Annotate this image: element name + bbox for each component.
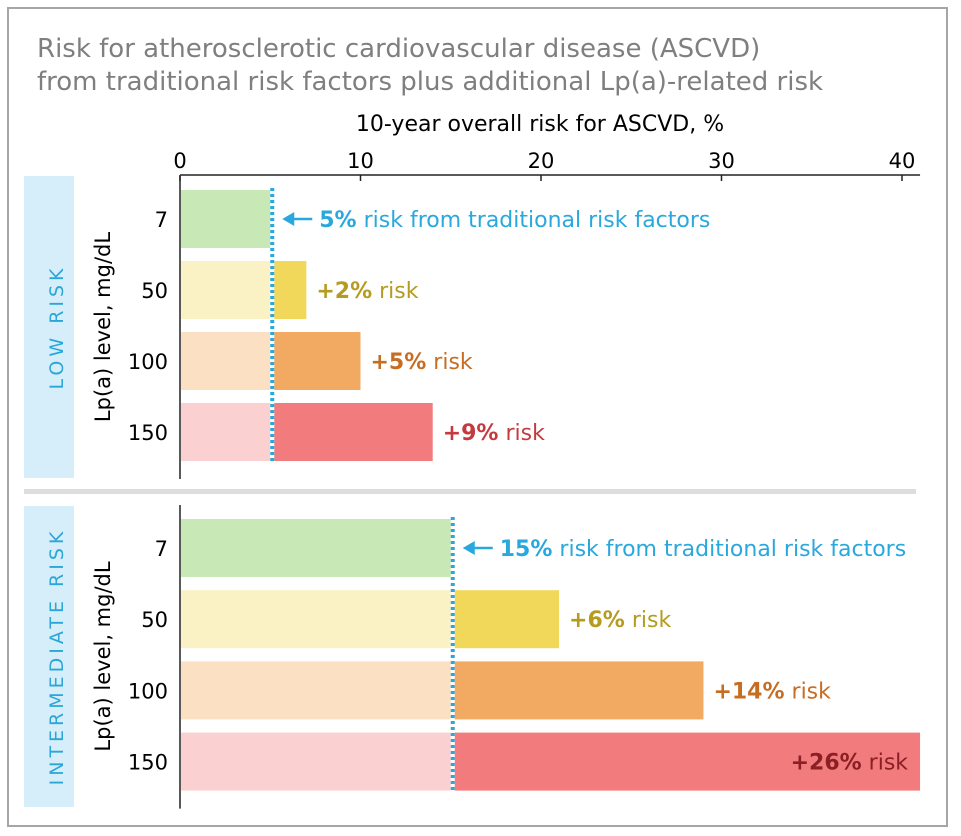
annotation-text: risk xyxy=(862,751,909,776)
bar-annotation: +9% risk xyxy=(443,421,545,446)
baseline-annotation-text: risk from traditional risk factors xyxy=(357,208,711,233)
bar-traditional-risk xyxy=(181,519,451,577)
bar-traditional-risk xyxy=(181,661,451,720)
bar-annotation: +6% risk xyxy=(569,608,671,633)
y-tick-label: 7 xyxy=(155,208,168,232)
annotation-text: risk xyxy=(625,608,672,633)
chart-title: Risk for atherosclerotic cardiovascular … xyxy=(37,33,823,99)
x-axis: 0 10 20 30 40 xyxy=(173,149,921,181)
panels: LOW RISK Lp(a) level, mg/dL 7 50 +2% risk 100… xyxy=(46,176,921,809)
panel-low-risk: LOW RISK Lp(a) level, mg/dL 7 50 +2% risk 100… xyxy=(46,176,710,479)
bar-added-lpa-risk xyxy=(274,403,433,461)
y-tick-label: 50 xyxy=(141,279,168,303)
chart-title-line-2: from traditional risk factors plus addit… xyxy=(37,67,824,97)
bar-added-lpa-risk xyxy=(274,332,361,390)
arrow-left-icon xyxy=(282,212,295,226)
panel-label: LOW RISK xyxy=(46,264,68,389)
bar-added-lpa-risk xyxy=(454,661,704,720)
annotation-value: +5% xyxy=(371,350,427,375)
panel-intermediate-risk: INTERMEDIATE RISK Lp(a) level, mg/dL 7 50 +6… xyxy=(46,505,921,809)
annotation-value: +26% xyxy=(791,751,862,776)
baseline-annotation: 15% risk from traditional risk factors xyxy=(500,537,906,562)
bar-annotation: +2% risk xyxy=(316,279,418,304)
bar-traditional-risk xyxy=(181,190,271,248)
y-tick-label: 150 xyxy=(128,421,168,445)
annotation-value: +6% xyxy=(569,608,625,633)
panel-divider xyxy=(24,489,916,494)
baseline-annotation-text: risk from traditional risk factors xyxy=(552,537,906,562)
bar-traditional-risk xyxy=(181,732,451,791)
bar-added-lpa-risk xyxy=(454,732,921,791)
bar-annotation: +26% risk xyxy=(791,751,909,776)
y-tick-label: 50 xyxy=(141,608,168,632)
bar-added-lpa-risk xyxy=(454,590,560,649)
panel-label-band xyxy=(24,506,74,807)
bar-added-lpa-risk xyxy=(274,261,307,319)
annotation-text: risk xyxy=(785,679,832,704)
annotation-text: risk xyxy=(426,350,473,375)
chart-title-line-1: Risk for atherosclerotic cardiovascular … xyxy=(37,34,761,64)
y-axis-label: Lp(a) level, mg/dL xyxy=(91,561,115,751)
annotation-value: +14% xyxy=(713,679,784,704)
bar-traditional-risk xyxy=(181,332,271,390)
x-tick-label: 30 xyxy=(708,149,735,173)
annotation-value: +2% xyxy=(316,279,372,304)
baseline-annotation-value: 5% xyxy=(319,208,356,233)
y-tick-label: 150 xyxy=(128,751,168,775)
x-tick-label: 10 xyxy=(347,149,374,173)
bar-annotation: +5% risk xyxy=(371,350,473,375)
x-axis-label: 10-year overall risk for ASCVD, % xyxy=(356,112,724,137)
bar-traditional-risk xyxy=(181,261,271,319)
baseline-annotation: 5% risk from traditional risk factors xyxy=(319,208,710,233)
panel-backgrounds xyxy=(24,176,74,807)
x-tick-label: 20 xyxy=(528,149,555,173)
bar-traditional-risk xyxy=(181,403,271,461)
panel-label-band xyxy=(24,176,74,478)
y-tick-label: 7 xyxy=(155,537,168,561)
y-axis-label: Lp(a) level, mg/dL xyxy=(91,232,115,422)
arrow-left-icon xyxy=(462,541,475,555)
annotation-text: risk xyxy=(372,279,419,304)
x-tick-label: 40 xyxy=(889,149,916,173)
y-tick-label: 100 xyxy=(128,350,168,374)
bar-annotation: +14% risk xyxy=(713,679,831,704)
annotation-value: +9% xyxy=(443,421,499,446)
panel-label: INTERMEDIATE RISK xyxy=(46,528,68,786)
bar-traditional-risk xyxy=(181,590,451,649)
y-tick-label: 100 xyxy=(128,679,168,703)
x-tick-label: 0 xyxy=(173,149,186,173)
baseline-annotation-value: 15% xyxy=(500,537,553,562)
annotation-text: risk xyxy=(498,421,545,446)
